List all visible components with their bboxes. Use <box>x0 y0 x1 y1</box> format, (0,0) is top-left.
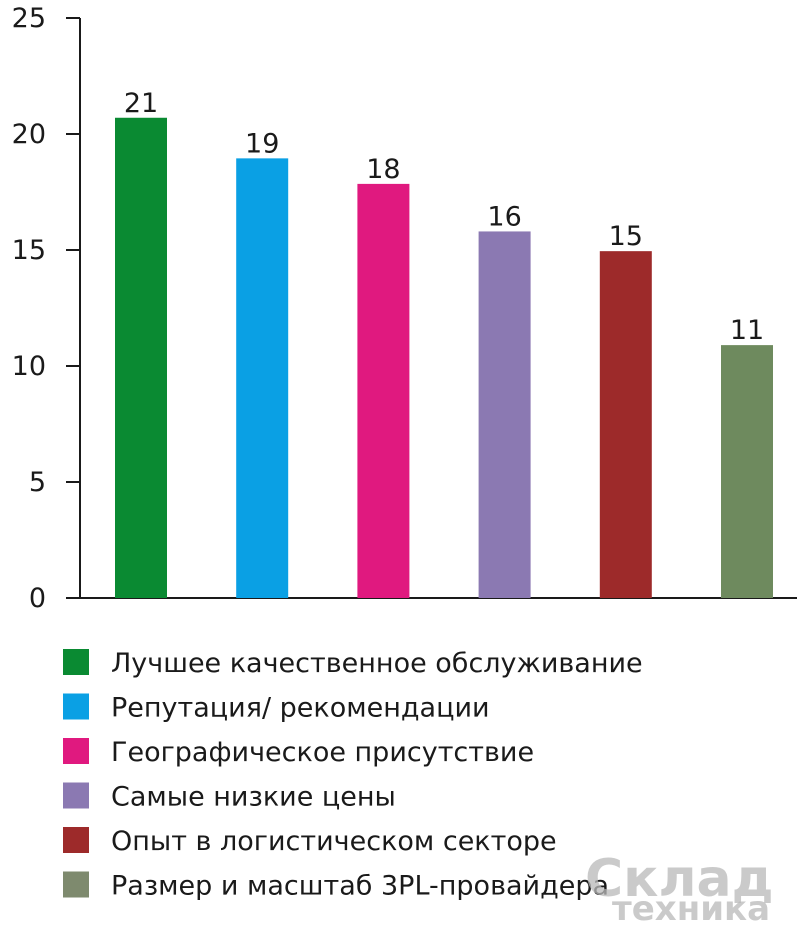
bar-value-label: 16 <box>487 201 521 232</box>
bar-value-label: 18 <box>366 154 400 185</box>
legend-swatch <box>63 738 89 764</box>
y-tick-label: 15 <box>12 235 46 266</box>
bar-value-label: 15 <box>609 221 643 252</box>
bar <box>357 183 410 598</box>
bar <box>599 251 652 598</box>
bar-value-label: 21 <box>124 88 158 119</box>
legend-label: Репутация/ рекомендации <box>111 693 490 724</box>
legend-label: Размер и масштаб 3PL-провайдера <box>111 871 609 902</box>
y-tick-label: 5 <box>29 467 46 498</box>
legend-swatch <box>63 649 89 675</box>
bar <box>236 158 289 599</box>
legend: Лучшее качественное обслуживание Репутаци… <box>63 648 643 902</box>
bar-value-label: 11 <box>730 315 764 346</box>
y-tick-label: 0 <box>29 583 46 614</box>
legend-swatch <box>63 827 89 853</box>
watermark-line-2: техника <box>612 889 770 929</box>
legend-swatch <box>63 782 89 809</box>
legend-label: Опыт в логистическом секторе <box>111 826 557 857</box>
legend-label: Самые низкие цены <box>111 782 396 813</box>
bar <box>115 117 167 598</box>
axes: 0 5 10 15 20 25 <box>12 3 797 614</box>
y-tick-label: 10 <box>12 351 46 382</box>
legend-swatch <box>63 871 89 898</box>
legend-label: Лучшее качественное обслуживание <box>111 648 643 679</box>
bar <box>721 345 773 598</box>
bars <box>115 117 773 599</box>
bar-value-label: 19 <box>245 128 279 159</box>
watermark-logo: Склад техника <box>585 849 774 929</box>
legend-label: Географическое присутствие <box>111 737 534 768</box>
watermark-line-1: Склад <box>585 849 774 909</box>
bar <box>478 231 531 598</box>
data-labels: 21 19 18 16 15 11 <box>124 88 764 346</box>
y-tick-label: 25 <box>12 3 46 34</box>
legend-swatch <box>63 693 89 720</box>
y-tick-label: 20 <box>12 119 46 150</box>
